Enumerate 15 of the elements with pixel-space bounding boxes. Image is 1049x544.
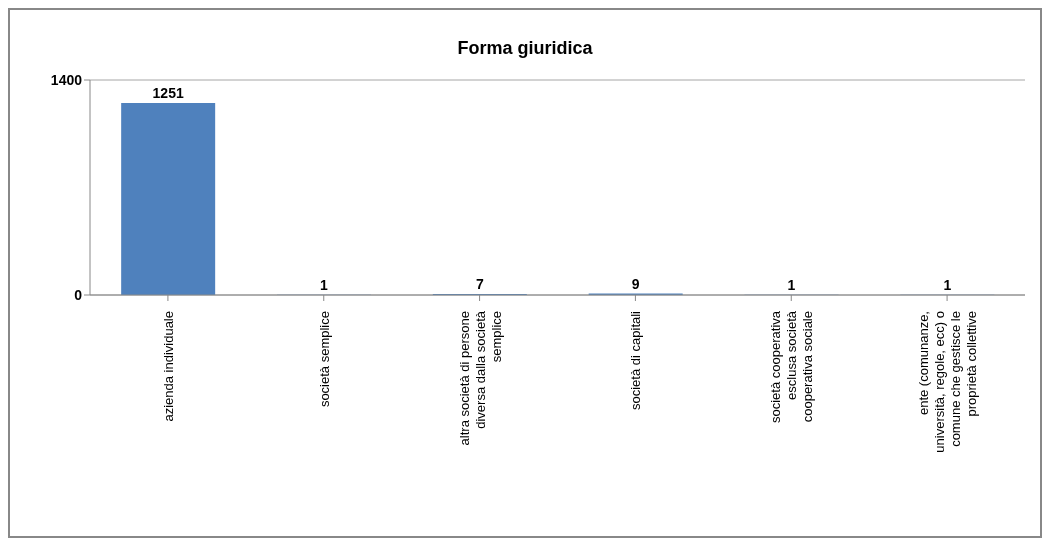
data-label: 1251 [152, 84, 184, 101]
data-label: 9 [631, 275, 640, 292]
x-tick-label: società di capitali [628, 310, 644, 410]
data-label: 1 [787, 276, 796, 293]
x-tick-label: ente (comunanze, università, regole, ecc) o comune che gestisce le proprietà collettive [916, 311, 980, 453]
chart-title: Forma giuridica [456, 38, 594, 59]
x-tick-label: azienda individuale [160, 311, 176, 422]
data-label: 1 [943, 276, 952, 293]
y-tick-label: 0 [74, 286, 83, 303]
data-label: 7 [475, 275, 484, 292]
x-tick-label: società cooperativa esclusa società cooperativa sociale [768, 310, 816, 424]
data-label: 1 [320, 276, 329, 293]
x-tick-label: società semplice [316, 311, 332, 408]
y-tick-label: 1400 [50, 71, 83, 88]
x-tick-label: altra società di persone diversa dalla società semplice [456, 310, 504, 446]
